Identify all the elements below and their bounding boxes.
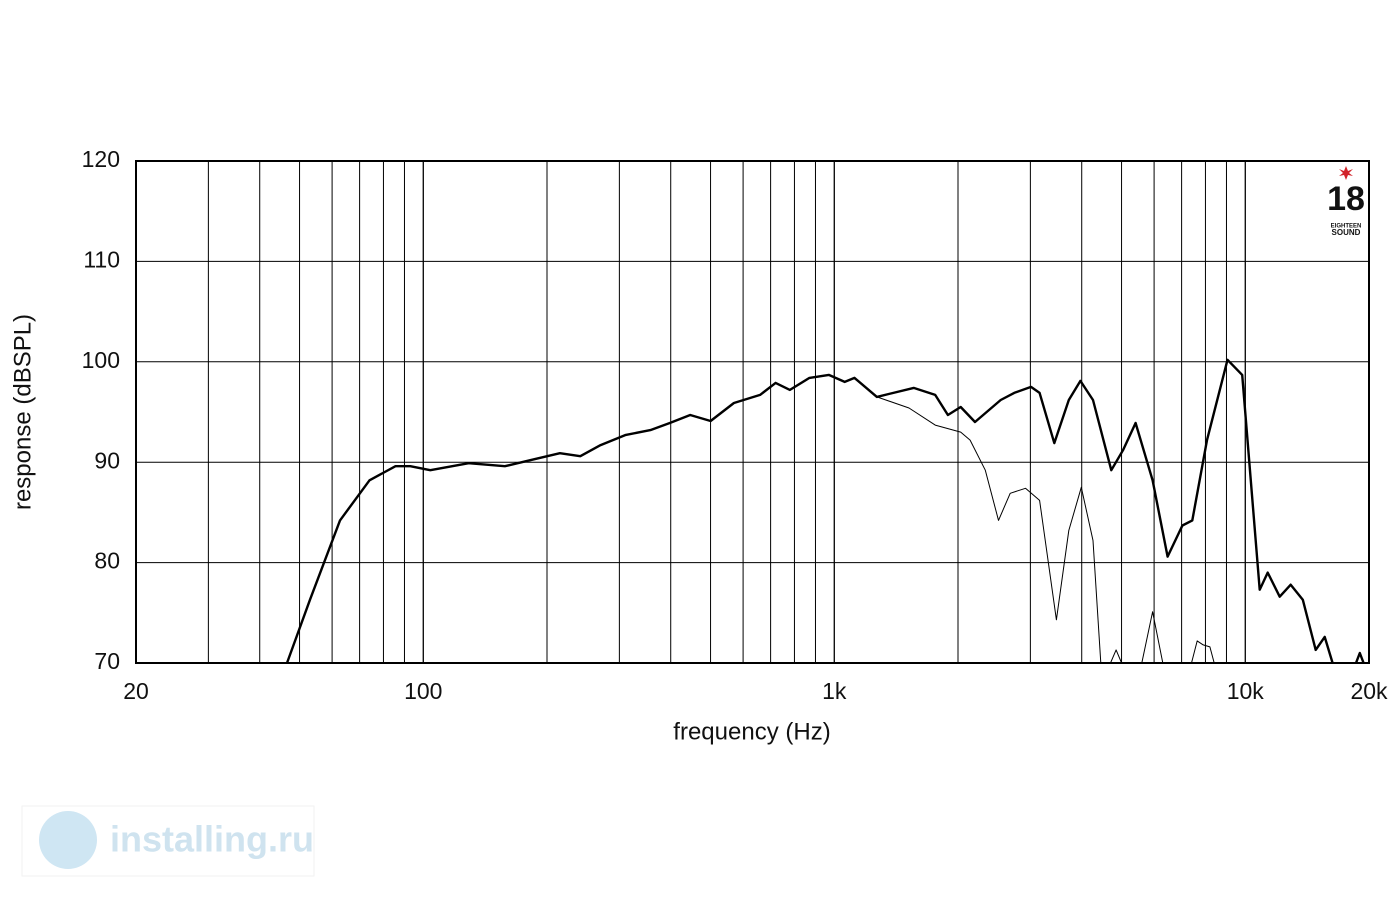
series-line <box>285 358 1365 663</box>
y-tick-label: 80 <box>94 548 120 574</box>
x-tick-label: 20 <box>123 678 149 704</box>
y-tick-label: 100 <box>82 347 120 373</box>
logo-star <box>1339 166 1353 180</box>
y-tick-label: 90 <box>94 447 120 473</box>
y-tick-label: 110 <box>83 246 120 272</box>
watermark: installing.ru <box>21 805 315 877</box>
x-tick-label: 100 <box>404 678 442 704</box>
plot-frame <box>135 160 1370 664</box>
x-tick-label: 20k <box>1350 678 1388 704</box>
x-tick-label: 1k <box>822 678 847 704</box>
logo-text: SOUND <box>1332 228 1361 237</box>
watermark-box <box>21 805 315 877</box>
watermark-text: installing.ru <box>110 819 314 860</box>
y-tick-label: 70 <box>94 648 120 674</box>
logo-number: 18 <box>1327 180 1365 218</box>
brand-logo: 18 EIGHTEEN SOUND <box>1327 166 1365 237</box>
x-axis-label: frequency (Hz) <box>673 718 830 745</box>
series-line <box>286 374 1215 663</box>
y-axis-label: response (dBSPL) <box>9 314 36 510</box>
watermark-icon <box>39 811 97 869</box>
grid <box>135 160 1370 664</box>
x-tick-label: 10k <box>1227 678 1265 704</box>
y-tick-label: 120 <box>82 146 120 172</box>
logo-text: EIGHTEEN <box>1331 224 1362 230</box>
